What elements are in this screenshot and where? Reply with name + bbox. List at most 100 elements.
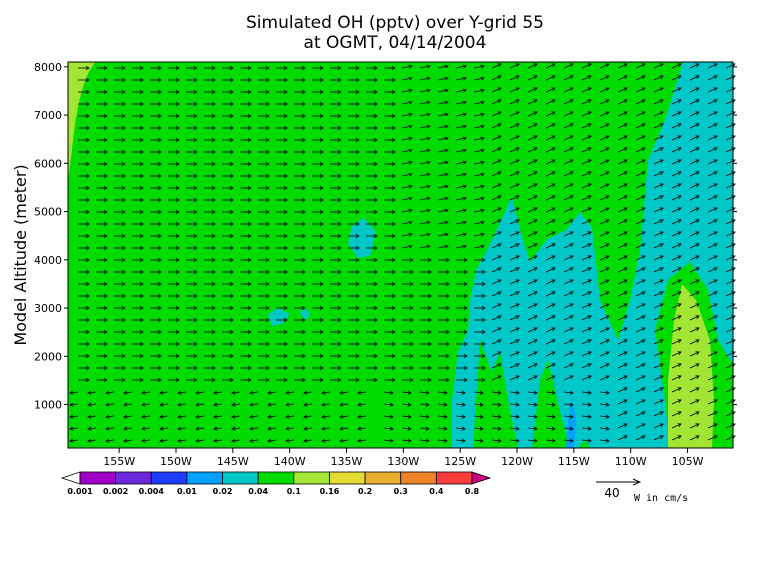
wind-vector-head [87, 438, 92, 443]
wind-vector-head [85, 185, 90, 191]
wind-vector-head [175, 101, 180, 107]
wind-vector-head [515, 375, 520, 380]
wind-vector-head [337, 365, 342, 371]
wind-vector [671, 255, 682, 261]
wind-vector-head [462, 208, 467, 213]
wind-vector [419, 89, 431, 93]
wind-vector-head [211, 125, 216, 131]
wind-vector-head [121, 365, 126, 371]
wind-vector-head [515, 147, 520, 152]
wind-vector-head [337, 269, 342, 275]
wind-vector [401, 221, 413, 225]
wind-vector-head [339, 426, 344, 431]
wind-vector-head [677, 99, 682, 104]
wind-vector-head [103, 377, 108, 383]
wind-vector-head [444, 232, 449, 237]
wind-vector [635, 111, 646, 117]
wind-vector-head [462, 136, 467, 141]
wind-vector-head [103, 89, 108, 95]
wind-vector-head [515, 255, 520, 260]
wind-vector-head [444, 100, 449, 105]
wind-vector-head [677, 111, 682, 116]
wind-vector-head [211, 89, 216, 95]
colorbar-label: 0.01 [177, 487, 197, 496]
wind-vector-head [211, 149, 216, 155]
wind-vector-head [497, 279, 502, 284]
wind-vector-head [641, 171, 646, 176]
wind-vector-head [408, 196, 413, 201]
wind-vector [509, 123, 520, 129]
wind-vector [599, 219, 610, 225]
wind-vector [509, 439, 520, 442]
colorbar-label: 0.2 [358, 487, 372, 496]
wind-vector-head [515, 183, 520, 188]
wind-vector-head [659, 63, 664, 68]
wind-vector [545, 315, 556, 321]
wind-vector-head [444, 88, 449, 93]
wind-vector-head [425, 390, 430, 395]
wind-vector-head [605, 426, 610, 431]
wind-vector-head [605, 183, 610, 188]
wind-vector [491, 171, 502, 177]
wind-vector [527, 327, 538, 333]
wind-vector-head [427, 365, 432, 371]
wind-vector-head [515, 291, 520, 296]
wind-vector-head [443, 390, 448, 395]
wind-vector-head [713, 147, 718, 152]
wind-vector-head [103, 173, 108, 179]
wind-vector-head [569, 327, 574, 332]
wind-vector-head [301, 353, 306, 359]
wind-vector-head [193, 77, 198, 83]
reference-vector-unit: W in cm/s [634, 493, 688, 504]
wind-vector-head [69, 426, 74, 431]
wind-vector-head [337, 185, 342, 191]
x-tick-label: 125W [444, 455, 476, 468]
wind-vector [455, 415, 466, 418]
wind-vector-head [301, 233, 306, 239]
wind-vector-head [497, 414, 502, 419]
wind-vector-head [569, 255, 574, 260]
wind-vector [509, 63, 520, 69]
wind-vector [437, 161, 449, 165]
wind-vector-head [319, 317, 324, 323]
wind-vector [491, 351, 502, 357]
wind-vector [285, 427, 295, 430]
wind-vector [581, 303, 592, 309]
wind-vector-head [551, 279, 556, 284]
wind-vector-head [569, 135, 574, 140]
wind-vector-head [481, 353, 486, 359]
wind-vector [321, 427, 331, 430]
plot-frame [67, 61, 734, 449]
wind-vector-head [391, 125, 396, 131]
wind-vector-head [497, 231, 502, 236]
wind-vector-head [285, 414, 290, 419]
wind-vector [563, 267, 574, 273]
wind-vector-head [339, 390, 344, 395]
wind-vector-head [177, 426, 182, 431]
wind-vector-head [391, 305, 396, 311]
wind-vector-head [175, 305, 180, 311]
wind-vector [527, 135, 538, 141]
wind-vector [599, 315, 610, 321]
wind-vector-head [677, 435, 682, 440]
wind-vector [401, 233, 413, 237]
wind-vector-head [481, 257, 486, 263]
wind-vector [653, 99, 664, 105]
wind-vector-head [515, 243, 520, 248]
wind-vector-head [301, 221, 306, 227]
wind-vector-head [659, 411, 664, 416]
wind-vector [689, 375, 700, 381]
wind-vector-head [427, 317, 432, 323]
wind-vector-head [355, 137, 360, 143]
wind-vector [653, 291, 664, 297]
wind-vector-head [713, 99, 718, 104]
wind-vector-head [159, 390, 164, 395]
wind-vector [303, 439, 313, 442]
wind-vector-head [445, 341, 450, 347]
wind-vector-head [283, 197, 288, 203]
wind-vector-head [211, 221, 216, 227]
wind-vector [563, 415, 574, 418]
wind-vector-head [515, 207, 520, 212]
colorbar-label: 0.004 [139, 487, 165, 496]
wind-vector [635, 315, 646, 321]
